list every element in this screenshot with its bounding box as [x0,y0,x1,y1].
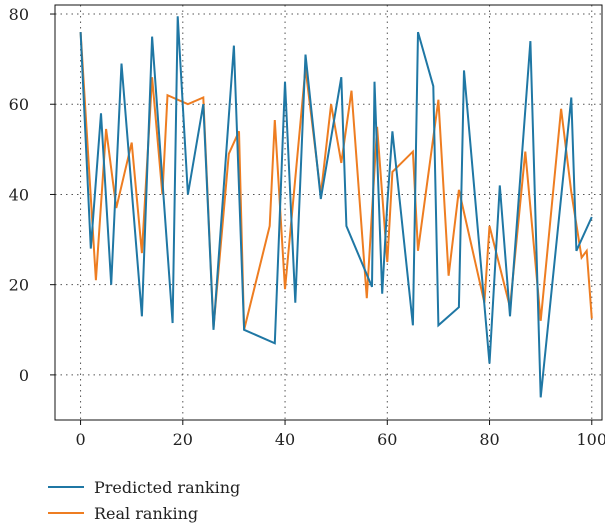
series-group [79,16,593,398]
legend-label-real: Real ranking [94,503,199,523]
y-tick-label: 20 [9,276,29,295]
x-tick-label: 80 [479,430,499,449]
legend-swatch-real [48,512,84,514]
x-tick-label: 60 [377,430,397,449]
x-tick-label: 100 [577,430,605,449]
y-tick-label: 60 [9,95,29,114]
axis-ticks: 0 20 40 60 80 100 0 20 40 60 80 [9,5,605,449]
plot-frame [54,4,603,421]
x-tick-label: 20 [173,430,193,449]
series-line-predicted [79,16,593,398]
y-tick-label: 40 [9,185,29,204]
legend-swatch-predicted [48,486,84,488]
legend: Predicted ranking Real ranking [48,474,240,526]
legend-item-predicted: Predicted ranking [48,474,240,500]
y-tick-label: 80 [9,5,29,24]
legend-item-real: Real ranking [48,500,240,526]
y-tick-label: 0 [19,366,29,385]
x-tick-label: 40 [275,430,295,449]
legend-label-predicted: Predicted ranking [94,477,241,497]
x-tick-label: 0 [75,430,85,449]
line-chart: 0 20 40 60 80 100 0 20 40 60 80 [9,4,605,449]
